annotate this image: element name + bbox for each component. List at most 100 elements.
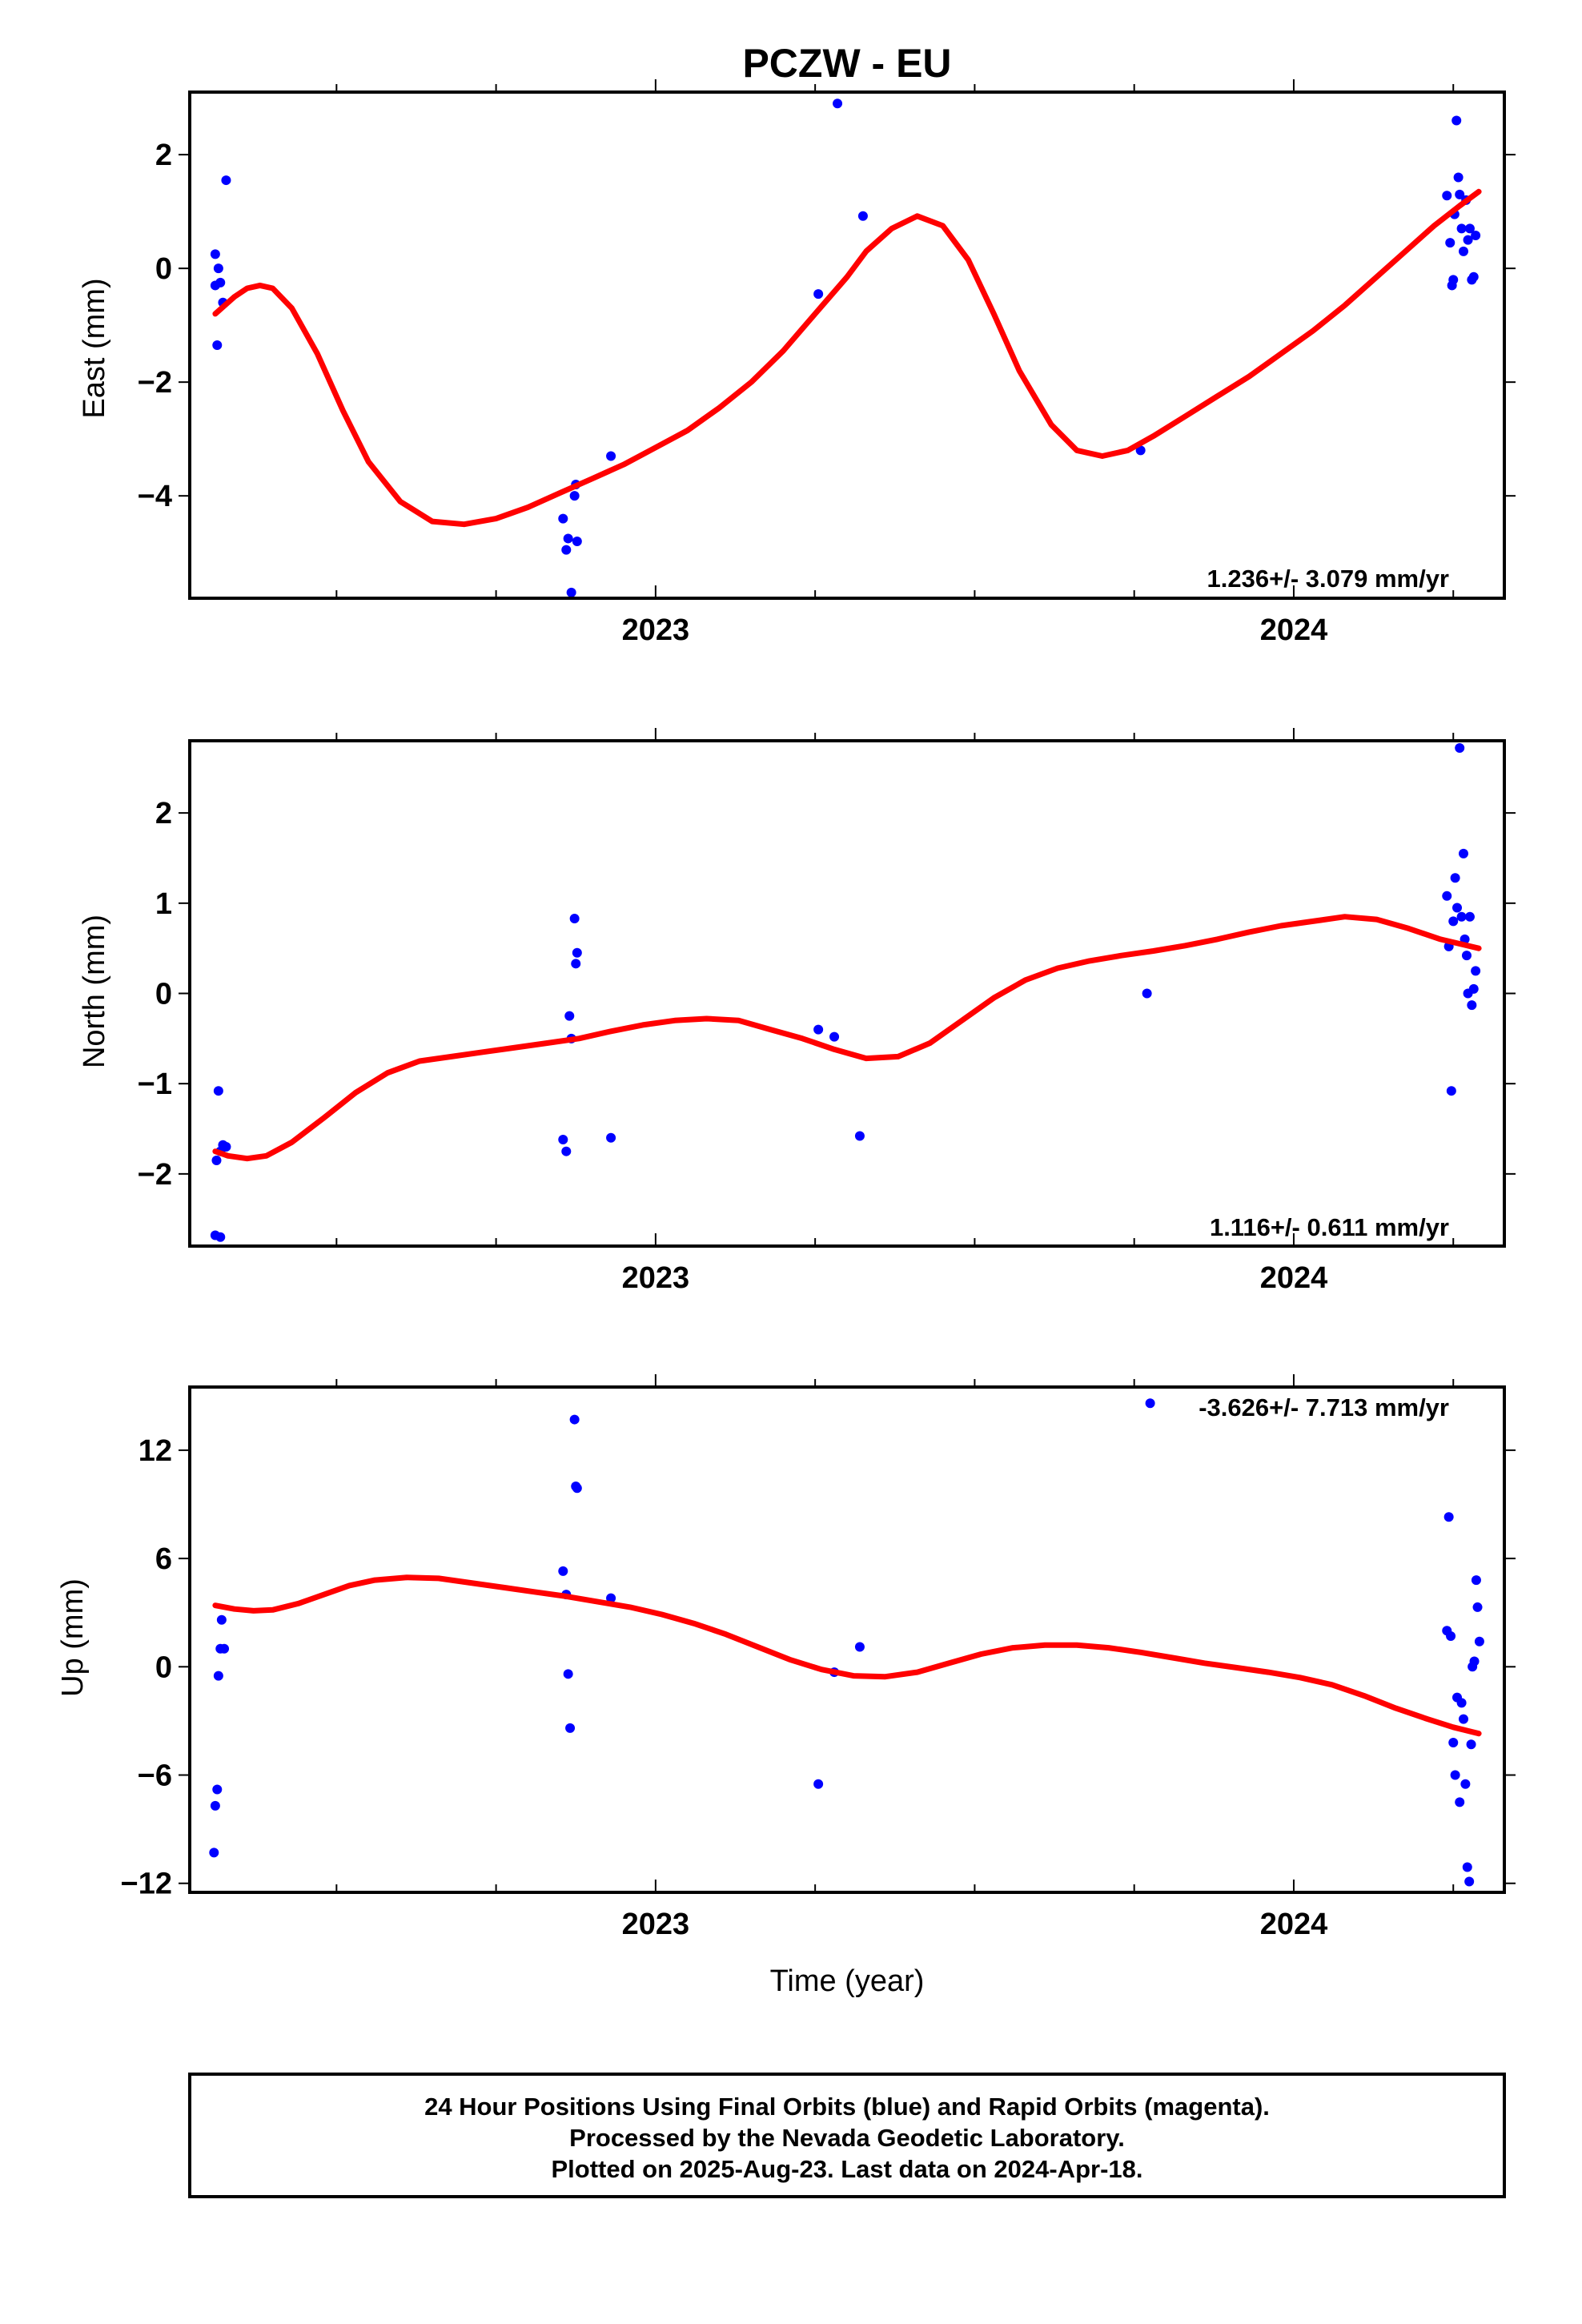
- up-data-point: [1456, 1698, 1467, 1708]
- east-data-point: [1453, 172, 1464, 183]
- north-data-point: [1467, 1000, 1477, 1011]
- east-rate-label: 1.236+/- 3.079 mm/yr: [1207, 565, 1449, 593]
- east-data-point: [558, 513, 568, 524]
- north-panel: North (mm) 1.116+/- 0.611 mm/yr 2023 2024…: [78, 728, 1516, 1295]
- up-data-point: [1462, 1862, 1472, 1872]
- east-data-point: [1452, 115, 1462, 126]
- north-data-point: [213, 1086, 223, 1096]
- x-axis-title: Time (year): [770, 1964, 925, 1998]
- up-x-tick-label: 2024: [1260, 1908, 1328, 1941]
- up-x-tick-label: 2023: [622, 1908, 690, 1941]
- up-data-point: [569, 1414, 580, 1425]
- up-data-point: [1469, 1656, 1480, 1667]
- up-data-point: [1460, 1779, 1471, 1789]
- north-y-tick-label: 1: [155, 887, 172, 921]
- east-data-point: [813, 289, 824, 300]
- up-data-point: [572, 1483, 582, 1494]
- footer-line-3: Plotted on 2025-Aug-23. Last data on 202…: [551, 2155, 1142, 2183]
- north-data-point: [572, 947, 582, 958]
- north-data-point: [1142, 988, 1152, 999]
- north-data-point: [558, 1135, 568, 1145]
- east-data-point: [1458, 246, 1468, 256]
- north-data-point: [813, 1024, 824, 1035]
- up-data-point: [1450, 1770, 1460, 1780]
- east-data-point: [1455, 189, 1465, 199]
- east-data-point: [563, 533, 573, 544]
- east-x-tick-label: 2023: [622, 613, 690, 647]
- up-data-point: [558, 1566, 568, 1576]
- east-data-point: [1448, 275, 1459, 285]
- up-data-point: [212, 1784, 223, 1795]
- north-y-tick-label: 0: [155, 978, 172, 1011]
- up-data-point: [219, 1643, 230, 1654]
- north-data-point: [1468, 983, 1479, 994]
- figure-title: PCZW - EU: [742, 41, 951, 86]
- up-data-point: [1145, 1398, 1155, 1409]
- up-data-point: [1443, 1512, 1454, 1522]
- up-data-point: [1466, 1739, 1476, 1750]
- north-rate-label: 1.116+/- 0.611 mm/yr: [1210, 1213, 1449, 1241]
- up-data-point: [1458, 1714, 1468, 1724]
- up-data-point: [209, 1848, 219, 1858]
- north-y-tick-label: −2: [138, 1158, 172, 1192]
- up-y-tick-label: 12: [139, 1434, 172, 1468]
- up-data-point: [565, 1723, 576, 1733]
- up-data-point: [1448, 1737, 1459, 1747]
- north-data-point: [1455, 743, 1465, 754]
- footer-line-2: Processed by the Nevada Geodetic Laborat…: [569, 2124, 1125, 2152]
- east-fit-line: [212, 188, 1482, 528]
- footer-line-1: 24 Hour Positions Using Final Orbits (bl…: [424, 2093, 1270, 2121]
- east-data-point: [1471, 230, 1481, 240]
- up-plot-frame: [188, 1385, 1506, 1894]
- north-data-point: [1442, 891, 1452, 901]
- up-data-point: [813, 1779, 824, 1789]
- up-y-tick-label: −12: [121, 1868, 172, 1901]
- north-data-point: [564, 1011, 575, 1021]
- east-data-point: [569, 491, 580, 501]
- north-data-point: [1446, 1086, 1456, 1096]
- east-data-point: [1135, 445, 1146, 456]
- east-plot-frame: [188, 90, 1506, 600]
- east-data-point: [215, 277, 226, 287]
- north-y-tick-label: 2: [155, 797, 172, 830]
- east-y-tick-label: 0: [155, 252, 172, 286]
- up-y-tick-label: 6: [155, 1542, 172, 1576]
- east-data-point: [1442, 191, 1452, 201]
- north-data-point: [569, 913, 580, 923]
- north-data-point: [211, 1155, 222, 1165]
- east-data-point: [1463, 235, 1473, 245]
- up-y-tick-label: −6: [138, 1759, 172, 1793]
- north-data-point: [854, 1131, 865, 1141]
- up-rate-label: -3.626+/- 7.713 mm/yr: [1199, 1393, 1449, 1421]
- up-y-axis-label: Up (mm): [56, 1578, 90, 1697]
- east-data-point: [221, 175, 231, 186]
- up-data-point: [854, 1642, 865, 1652]
- east-y-tick-label: −2: [138, 366, 172, 400]
- north-plot-frame: [188, 739, 1506, 1248]
- north-data-point: [606, 1132, 616, 1143]
- up-data-point: [1471, 1575, 1481, 1586]
- up-data-point: [216, 1614, 227, 1625]
- east-panel: East (mm) 1.236+/- 3.079 mm/yr 2023 2024 2…: [78, 79, 1516, 647]
- east-data-point: [1468, 271, 1479, 282]
- east-data-point: [212, 340, 223, 350]
- up-fit-line: [212, 1574, 1482, 1737]
- east-data-point: [213, 263, 223, 274]
- north-data-point: [221, 1142, 231, 1152]
- north-data-point: [1461, 951, 1472, 961]
- up-data-point: [213, 1671, 223, 1681]
- east-data-point: [1445, 238, 1456, 248]
- north-x-tick-label: 2024: [1260, 1261, 1328, 1295]
- north-data-point: [1456, 911, 1467, 922]
- up-y-tick-label: 0: [155, 1651, 172, 1684]
- up-data-point: [210, 1800, 220, 1811]
- east-data-point: [572, 536, 582, 546]
- north-data-point: [1448, 916, 1459, 927]
- north-data-point: [829, 1031, 840, 1042]
- up-data-point: [1455, 1797, 1465, 1807]
- up-data-point: [1446, 1630, 1456, 1641]
- east-data-point: [566, 587, 576, 597]
- east-data-point: [606, 451, 616, 461]
- east-y-tick-label: 2: [155, 139, 172, 172]
